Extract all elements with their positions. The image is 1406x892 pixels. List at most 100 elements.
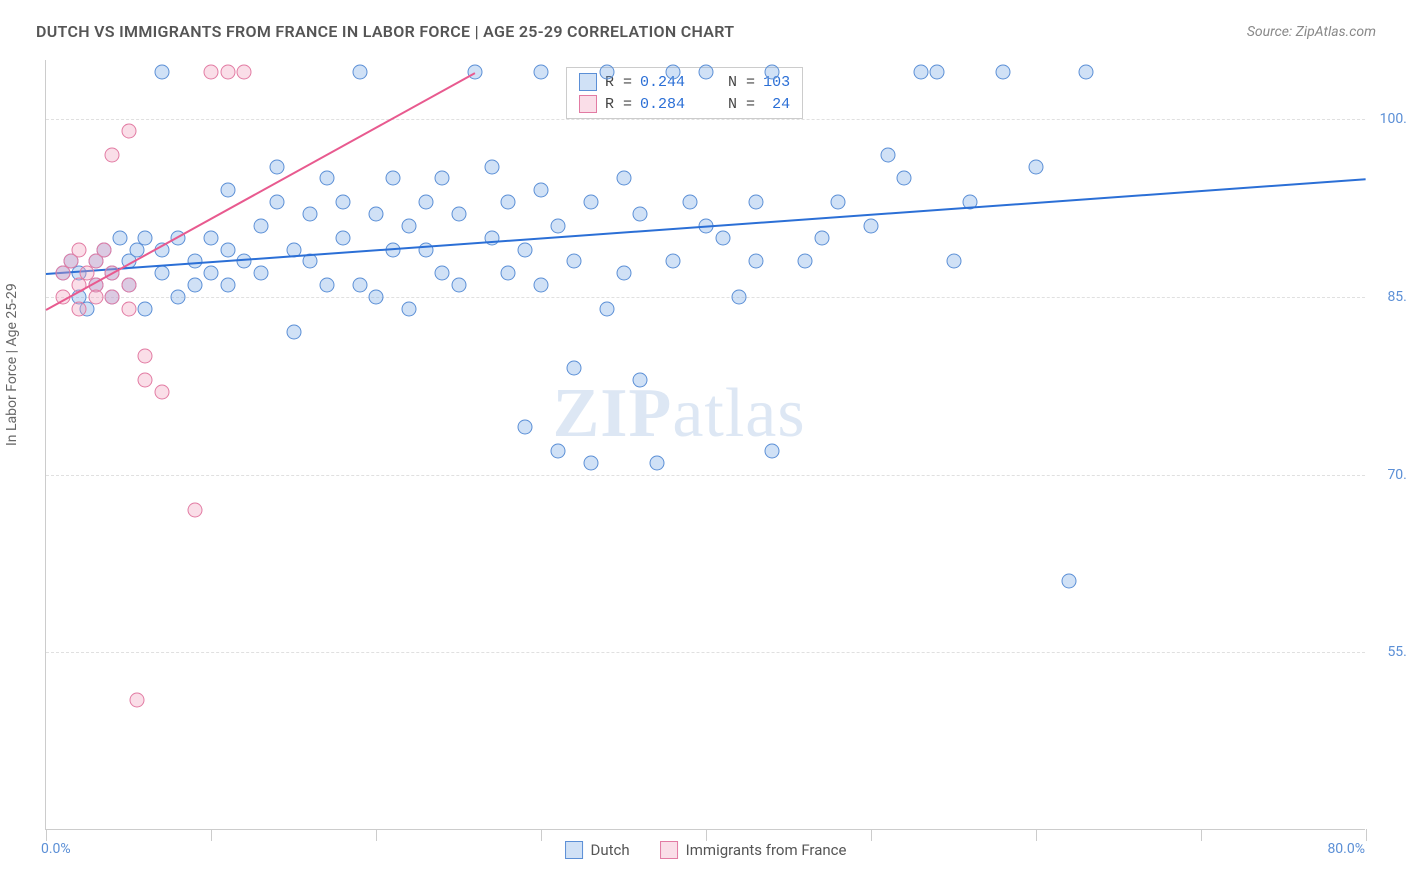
data-point bbox=[138, 349, 153, 364]
stats-row: R = 0.284 N = 24 bbox=[575, 93, 794, 115]
data-point bbox=[352, 278, 367, 293]
data-point bbox=[418, 242, 433, 257]
watermark-atlas: atlas bbox=[672, 375, 805, 452]
data-point bbox=[154, 64, 169, 79]
data-point bbox=[72, 301, 87, 316]
data-point bbox=[913, 64, 928, 79]
data-point bbox=[583, 455, 598, 470]
scatter-chart: ZIPatlas R = 0.244 N = 103R = 0.284 N = … bbox=[45, 60, 1365, 830]
data-point bbox=[435, 266, 450, 281]
data-point bbox=[96, 242, 111, 257]
stats-label: N = bbox=[728, 96, 755, 113]
data-point bbox=[270, 195, 285, 210]
data-point bbox=[154, 384, 169, 399]
data-point bbox=[105, 147, 120, 162]
legend-label: Dutch bbox=[591, 841, 630, 859]
data-point bbox=[567, 361, 582, 376]
data-point bbox=[204, 64, 219, 79]
data-point bbox=[319, 278, 334, 293]
data-point bbox=[930, 64, 945, 79]
legend-swatch bbox=[579, 73, 597, 91]
data-point bbox=[1062, 574, 1077, 589]
legend-swatch bbox=[565, 841, 583, 859]
data-point bbox=[748, 195, 763, 210]
data-point bbox=[748, 254, 763, 269]
data-point bbox=[129, 692, 144, 707]
data-point bbox=[187, 278, 202, 293]
stats-label: N = bbox=[728, 74, 755, 91]
data-point bbox=[831, 195, 846, 210]
data-point bbox=[666, 254, 681, 269]
data-point bbox=[270, 159, 285, 174]
data-point bbox=[138, 372, 153, 387]
data-point bbox=[600, 64, 615, 79]
data-point bbox=[105, 289, 120, 304]
data-point bbox=[253, 218, 268, 233]
x-axis-min-label: 0.0% bbox=[41, 841, 71, 857]
data-point bbox=[121, 124, 136, 139]
data-point bbox=[303, 207, 318, 222]
legend-item: Dutch bbox=[565, 841, 630, 859]
data-point bbox=[352, 64, 367, 79]
data-point bbox=[1029, 159, 1044, 174]
data-point bbox=[187, 503, 202, 518]
data-point bbox=[451, 207, 466, 222]
data-point bbox=[220, 278, 235, 293]
data-point bbox=[113, 230, 128, 245]
data-point bbox=[715, 230, 730, 245]
data-point bbox=[534, 183, 549, 198]
data-point bbox=[633, 372, 648, 387]
data-point bbox=[517, 242, 532, 257]
y-tick-label: 70.0% bbox=[1387, 467, 1406, 483]
data-point bbox=[204, 266, 219, 281]
x-tick bbox=[871, 829, 872, 841]
data-point bbox=[517, 420, 532, 435]
data-point bbox=[451, 278, 466, 293]
data-point bbox=[204, 230, 219, 245]
data-point bbox=[369, 207, 384, 222]
data-point bbox=[534, 278, 549, 293]
data-point bbox=[220, 183, 235, 198]
data-point bbox=[946, 254, 961, 269]
data-point bbox=[550, 218, 565, 233]
x-tick bbox=[1201, 829, 1202, 841]
data-point bbox=[253, 266, 268, 281]
y-tick-label: 100.0% bbox=[1380, 111, 1406, 127]
data-point bbox=[336, 230, 351, 245]
data-point bbox=[154, 266, 169, 281]
x-tick bbox=[706, 829, 707, 841]
data-point bbox=[138, 230, 153, 245]
data-point bbox=[814, 230, 829, 245]
x-axis-max-label: 80.0% bbox=[1327, 841, 1365, 857]
data-point bbox=[402, 301, 417, 316]
data-point bbox=[765, 443, 780, 458]
gridline bbox=[46, 652, 1365, 653]
legend-swatch bbox=[579, 95, 597, 113]
stats-value: 0.284 bbox=[640, 96, 685, 113]
data-point bbox=[880, 147, 895, 162]
x-tick bbox=[211, 829, 212, 841]
data-point bbox=[1078, 64, 1093, 79]
data-point bbox=[237, 64, 252, 79]
y-tick-label: 55.0% bbox=[1387, 644, 1406, 660]
x-tick bbox=[1366, 829, 1367, 841]
legend-item: Immigrants from France bbox=[660, 841, 847, 859]
x-tick bbox=[541, 829, 542, 841]
trend-line bbox=[46, 178, 1366, 275]
data-point bbox=[121, 301, 136, 316]
data-point bbox=[72, 242, 87, 257]
data-point bbox=[501, 266, 516, 281]
data-point bbox=[649, 455, 664, 470]
data-point bbox=[567, 254, 582, 269]
data-point bbox=[550, 443, 565, 458]
gridline bbox=[46, 297, 1365, 298]
gridline bbox=[46, 119, 1365, 120]
x-tick bbox=[376, 829, 377, 841]
data-point bbox=[237, 254, 252, 269]
data-point bbox=[385, 171, 400, 186]
legend-swatch bbox=[660, 841, 678, 859]
stats-label: R = bbox=[605, 96, 632, 113]
data-point bbox=[418, 195, 433, 210]
data-point bbox=[369, 289, 384, 304]
data-point bbox=[402, 218, 417, 233]
